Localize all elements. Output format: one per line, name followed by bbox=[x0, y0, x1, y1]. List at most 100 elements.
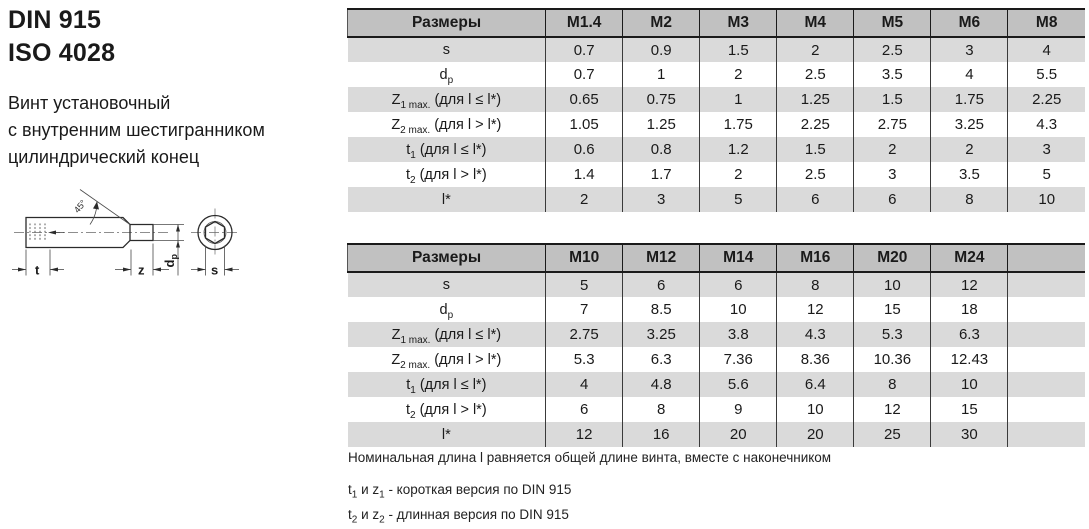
value-cell: 5.3 bbox=[545, 347, 623, 372]
table-row: t1 (для l ≤ l*) 0.6 0.8 1.2 1.5 2 2 3 bbox=[347, 137, 1085, 162]
nominal-length-note: Номинальная длина l равняется общей длин… bbox=[348, 450, 832, 465]
value-cell: 3 bbox=[622, 187, 700, 212]
value-cell: 4 bbox=[930, 62, 1008, 87]
value-cell: 5.3 bbox=[853, 322, 931, 347]
value-cell: 2 bbox=[930, 137, 1008, 162]
value-cell: 2.75 bbox=[853, 112, 931, 137]
value-cell: 0.8 bbox=[622, 137, 700, 162]
value-cell: 3.8 bbox=[699, 322, 777, 347]
table-row: t1 (для l ≤ l*) 4 4.8 5.6 6.4 8 10 bbox=[347, 372, 1085, 397]
value-cell: 4.8 bbox=[622, 372, 700, 397]
footnote-short-version: t1 и z1 - короткая версия по DIN 915 bbox=[348, 482, 572, 501]
value-cell: 2 bbox=[545, 187, 623, 212]
value-cell: 18 bbox=[930, 297, 1008, 322]
value-cell: 1.25 bbox=[622, 112, 700, 137]
value-cell: 6 bbox=[699, 272, 777, 297]
chamfer-angle-annotation: 45° bbox=[72, 189, 131, 225]
empty-cell bbox=[1007, 297, 1085, 322]
value-cell: 1.7 bbox=[622, 162, 700, 187]
table-row: Z1 max. (для l ≤ l*) 0.65 0.75 1 1.25 1.5 1.75… bbox=[347, 87, 1085, 112]
description-line: цилиндрический конец bbox=[8, 147, 200, 167]
value-cell: 1.05 bbox=[545, 112, 623, 137]
footnote-long-version: t2 и z2 - длинная версия по DIN 915 bbox=[348, 506, 569, 526]
value-cell: 10 bbox=[1007, 187, 1085, 212]
value-cell: 6 bbox=[622, 272, 700, 297]
dimension-dp: dp bbox=[153, 224, 184, 276]
row-label: dp bbox=[439, 301, 454, 321]
table-corner-header: Размеры bbox=[346, 8, 546, 38]
row-label: dp bbox=[439, 66, 454, 86]
value-cell: 15 bbox=[853, 297, 931, 322]
product-description: Винт установочный с внутренним шестигран… bbox=[8, 90, 265, 171]
value-cell: 12 bbox=[545, 422, 623, 447]
value-cell: 2 bbox=[776, 37, 854, 62]
dp-label: dp bbox=[162, 254, 179, 268]
description-line: с внутренним шестигранником bbox=[8, 120, 265, 140]
version-footnotes: t1 и z1 - короткая версия по DIN 915 t2 … bbox=[348, 479, 571, 529]
z-label: z bbox=[138, 263, 145, 278]
row-label: Z1 max. (для l ≤ l*) bbox=[391, 91, 502, 111]
value-cell: 0.7 bbox=[545, 37, 623, 62]
table-row: t2 (для l > l*) 1.4 1.7 2 2.5 3 3.5 5 bbox=[347, 162, 1085, 187]
empty-cell bbox=[1007, 322, 1085, 347]
row-label: l* bbox=[441, 426, 451, 443]
table-corner-header: Размеры bbox=[346, 243, 546, 273]
value-cell: 3 bbox=[853, 162, 931, 187]
column-header-m5: M5 bbox=[853, 8, 931, 38]
table-row: s 0.7 0.9 1.5 2 2.5 3 4 bbox=[347, 37, 1085, 62]
standard-title: DIN 915 ISO 4028 bbox=[8, 4, 343, 70]
value-cell: 1.75 bbox=[930, 87, 1008, 112]
row-label: Z1 max. (для l ≤ l*) bbox=[391, 326, 502, 346]
value-cell: 5 bbox=[1007, 162, 1085, 187]
value-cell: 10 bbox=[776, 397, 854, 422]
t-label: t bbox=[35, 263, 40, 278]
value-cell: 3 bbox=[930, 37, 1008, 62]
value-cell: 2.5 bbox=[776, 62, 854, 87]
column-header-m10: M10 bbox=[545, 243, 623, 273]
value-cell: 1.5 bbox=[853, 87, 931, 112]
column-header-m4: M4 bbox=[776, 8, 854, 38]
value-cell: 30 bbox=[930, 422, 1008, 447]
value-cell: 4.3 bbox=[1007, 112, 1085, 137]
value-cell: 2 bbox=[699, 62, 777, 87]
value-cell: 6 bbox=[853, 187, 931, 212]
column-header-m14: M14 bbox=[699, 243, 777, 273]
column-header-m3: M3 bbox=[699, 8, 777, 38]
value-cell: 3 bbox=[1007, 137, 1085, 162]
row-label: Z2 max. (для l > l*) bbox=[391, 116, 502, 136]
value-cell: 6.3 bbox=[622, 347, 700, 372]
description-line: Винт установочный bbox=[8, 93, 171, 113]
value-cell: 2 bbox=[699, 162, 777, 187]
table-row: l* 2 3 5 6 6 8 10 bbox=[347, 187, 1085, 212]
row-label: s bbox=[442, 277, 450, 293]
value-cell: 4 bbox=[545, 372, 623, 397]
value-cell: 9 bbox=[699, 397, 777, 422]
value-cell: 2.25 bbox=[1007, 87, 1085, 112]
value-cell: 12.43 bbox=[930, 347, 1008, 372]
value-cell: 0.6 bbox=[545, 137, 623, 162]
value-cell: 8 bbox=[776, 272, 854, 297]
value-cell: 2.25 bbox=[776, 112, 854, 137]
row-label: Z2 max. (для l > l*) bbox=[391, 351, 502, 371]
value-cell: 8 bbox=[853, 372, 931, 397]
value-cell: 4 bbox=[1007, 37, 1085, 62]
value-cell: 16 bbox=[622, 422, 700, 447]
dimension-t: t bbox=[12, 249, 64, 278]
value-cell: 1.2 bbox=[699, 137, 777, 162]
set-screw-side-view bbox=[14, 216, 170, 249]
column-header-m16: M16 bbox=[776, 243, 854, 273]
value-cell: 3.25 bbox=[930, 112, 1008, 137]
value-cell: 7.36 bbox=[699, 347, 777, 372]
dimension-table-large-sizes: Размеры M10 M12 M14 M16 M20 M24 s 5 6 6 8 10 12 dp 7 8.5… bbox=[346, 243, 1085, 447]
row-label: t1 (для l ≤ l*) bbox=[406, 376, 487, 396]
value-cell: 8.36 bbox=[776, 347, 854, 372]
value-cell: 3.5 bbox=[930, 162, 1008, 187]
empty-cell bbox=[1007, 397, 1085, 422]
value-cell: 0.9 bbox=[622, 37, 700, 62]
set-screw-technical-drawing: 45° dp bbox=[8, 184, 258, 294]
value-cell: 12 bbox=[776, 297, 854, 322]
table-row: Z2 max. (для l > l*) 1.05 1.25 1.75 2.25 2.75… bbox=[347, 112, 1085, 137]
value-cell: 1 bbox=[699, 87, 777, 112]
angle-45-label: 45° bbox=[72, 198, 89, 215]
